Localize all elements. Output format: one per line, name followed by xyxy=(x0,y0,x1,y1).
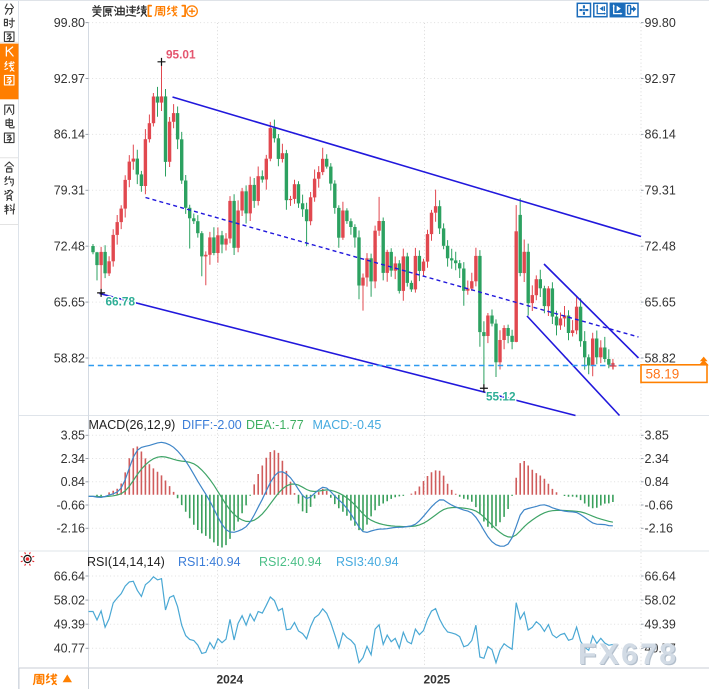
svg-text:DIFF:-2.00: DIFF:-2.00 xyxy=(182,418,242,432)
svg-text:95.01: 95.01 xyxy=(166,48,196,62)
svg-text:RSI1:40.94: RSI1:40.94 xyxy=(178,555,241,569)
svg-text:86.14: 86.14 xyxy=(54,128,85,142)
svg-text:99.80: 99.80 xyxy=(645,16,676,30)
svg-text:66.64: 66.64 xyxy=(54,569,85,583)
svg-text:2024: 2024 xyxy=(217,673,244,687)
svg-text:RSI2:40.94: RSI2:40.94 xyxy=(259,555,322,569)
svg-text:RSI3:40.94: RSI3:40.94 xyxy=(336,555,399,569)
svg-text:-0.66: -0.66 xyxy=(57,498,86,512)
svg-text:FX678: FX678 xyxy=(579,639,679,672)
svg-text:40.77: 40.77 xyxy=(54,642,85,656)
svg-text:2025: 2025 xyxy=(424,673,451,687)
svg-text:FX678: FX678 xyxy=(578,638,678,671)
svg-text:-2.16: -2.16 xyxy=(57,522,86,536)
svg-text:58.82: 58.82 xyxy=(645,351,676,365)
svg-text:86.14: 86.14 xyxy=(645,128,676,142)
svg-text:0.84: 0.84 xyxy=(61,475,85,489)
svg-text:49.39: 49.39 xyxy=(645,618,676,632)
svg-text:MACD(26,12,9): MACD(26,12,9) xyxy=(89,418,176,432)
svg-text:-0.66: -0.66 xyxy=(645,498,674,512)
svg-text:65.65: 65.65 xyxy=(645,295,676,309)
svg-text:3.85: 3.85 xyxy=(61,429,85,443)
svg-text:58.19: 58.19 xyxy=(646,366,680,381)
svg-text:-2.16: -2.16 xyxy=(645,522,674,536)
svg-text:65.65: 65.65 xyxy=(54,295,85,309)
svg-text:2.34: 2.34 xyxy=(645,452,669,466)
svg-text:92.97: 92.97 xyxy=(54,72,85,86)
svg-text:DEA:-1.77: DEA:-1.77 xyxy=(246,418,304,432)
svg-text:92.97: 92.97 xyxy=(645,72,676,86)
svg-text:99.80: 99.80 xyxy=(54,16,85,30)
svg-text:72.48: 72.48 xyxy=(54,240,85,254)
svg-text:66.78: 66.78 xyxy=(106,295,136,309)
svg-text:40.77: 40.77 xyxy=(645,642,676,656)
svg-text:58.02: 58.02 xyxy=(54,593,85,607)
svg-text:58.02: 58.02 xyxy=(645,593,676,607)
svg-text:49.39: 49.39 xyxy=(54,618,85,632)
svg-text:RSI(14,14,14): RSI(14,14,14) xyxy=(87,555,165,569)
svg-text:66.64: 66.64 xyxy=(645,569,676,583)
svg-text:72.48: 72.48 xyxy=(645,240,676,254)
svg-text:3.85: 3.85 xyxy=(645,429,669,443)
svg-text:55.12: 55.12 xyxy=(486,390,516,404)
svg-text:0.84: 0.84 xyxy=(645,475,669,489)
svg-text:79.31: 79.31 xyxy=(54,184,85,198)
svg-text:58.82: 58.82 xyxy=(54,351,85,365)
svg-text:79.31: 79.31 xyxy=(645,184,676,198)
svg-text:MACD:-0.45: MACD:-0.45 xyxy=(313,418,382,432)
svg-text:2.34: 2.34 xyxy=(61,452,85,466)
